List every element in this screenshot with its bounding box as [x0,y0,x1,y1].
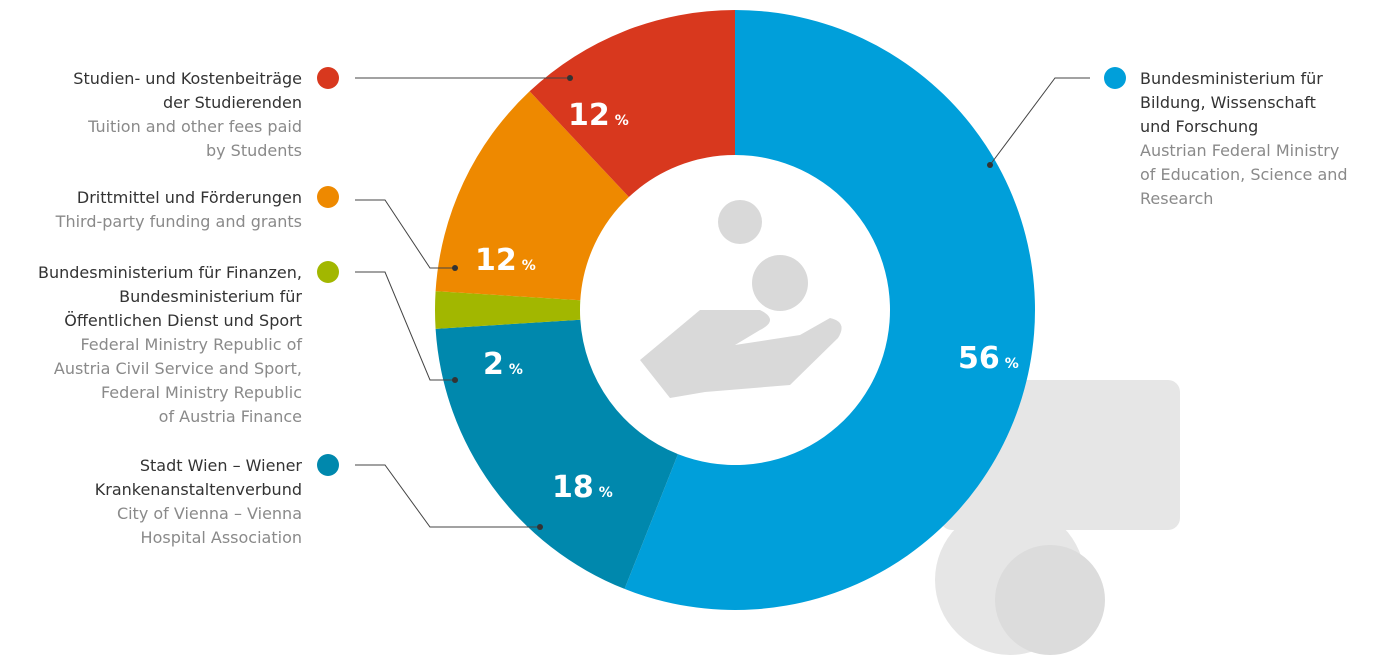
legend-name-en: Federal Ministry Republic [101,383,302,402]
legend-name-en: Federal Ministry Republic of [80,335,302,354]
legend-marker [317,67,339,89]
value-unit: % [1005,356,1019,372]
legend-name-en: of Austria Finance [159,407,302,426]
leader-dot [537,524,543,530]
coin [752,255,808,311]
hand [640,310,842,398]
value-number: 18 [552,470,594,505]
legend-name: Bundesministerium für [1140,69,1323,88]
legend-name: Studien- und Kostenbeiträge [73,69,302,88]
value-unit: % [599,485,613,501]
leader-dot [452,265,458,271]
value-number: 2 [483,347,504,382]
legend-name-en: City of Vienna – Vienna [117,504,302,523]
legend-name: der Studierenden [163,93,302,112]
value-number: 12 [475,243,517,278]
legend-name: Öffentlichen Dienst und Sport [64,311,302,330]
legend-name: Bundesministerium für [119,287,302,306]
legend-name: und Forschung [1140,117,1258,136]
legend-name-en: by Students [206,141,302,160]
leader-dot [452,377,458,383]
value-number: 56 [958,341,1000,376]
value-unit: % [615,113,629,129]
legend-name-en: of Education, Science and [1140,165,1348,184]
coin [995,545,1105,655]
legend-marker [317,454,339,476]
legend-marker [317,186,339,208]
value-unit: % [509,362,523,378]
legend-name-en: Third-party funding and grants [55,212,302,231]
legend-marker [1104,67,1126,89]
legend-marker [317,261,339,283]
hand-icon [640,200,842,398]
coin [718,200,762,244]
leader-dot [987,162,993,168]
value-unit: % [522,258,536,274]
leader-line [990,78,1090,165]
legend-name-en: Austrian Federal Ministry [1140,141,1339,160]
legend-name-en: Tuition and other fees paid [87,117,302,136]
value-number: 12 [568,98,610,133]
legend-name: Stadt Wien – Wiener [140,456,303,475]
chart: 56% Bundesministerium für Bildung, Wissens… [0,0,1389,656]
legend-name-en: Austria Civil Service and Sport, [54,359,302,378]
legend-name-en: Hospital Association [141,528,302,547]
legend-name: Bildung, Wissenschaft [1140,93,1316,112]
leader-dot [567,75,573,81]
legend-name: Drittmittel und Förderungen [77,188,302,207]
legend-name: Bundesministerium für Finanzen, [38,263,302,282]
legend-name-en: Research [1140,189,1213,208]
legend-name: Krankenanstaltenverbund [95,480,302,499]
